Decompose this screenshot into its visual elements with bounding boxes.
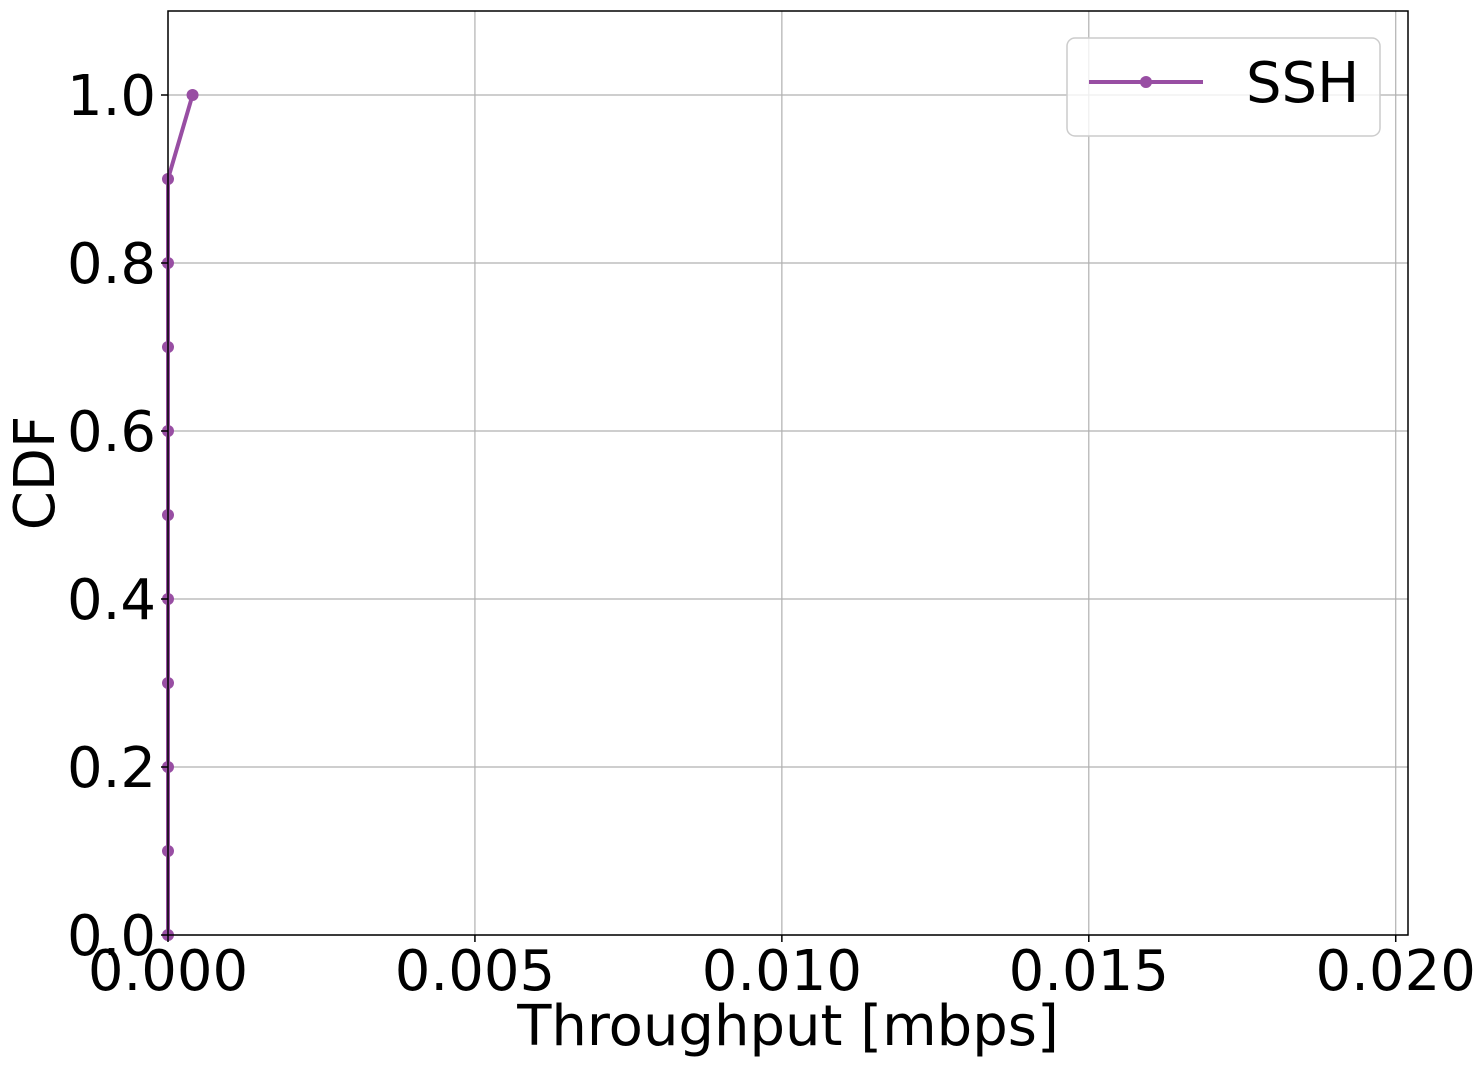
legend-box: [1066, 37, 1381, 137]
x-axis-label: Throughput [mbps]: [516, 994, 1059, 1059]
x-tick-label: 0.015: [1009, 939, 1169, 1004]
y-tick-label: 1.0: [67, 64, 156, 129]
y-tick-label: 0.0: [67, 904, 156, 969]
legend-marker-ssh: [1140, 76, 1152, 88]
ticks: 0.000 0.005 0.010 0.015 0.020 0.0 0.2 0.4 0.6 0.8…: [67, 64, 1476, 1004]
y-tick-label: 0.4: [67, 568, 156, 633]
plot-frame: [167, 10, 1409, 936]
y-axis-label: CDF: [3, 416, 68, 530]
legend-label-ssh: SSH: [1246, 51, 1359, 116]
grid: [167, 11, 1408, 936]
legend: SSH: [1066, 37, 1381, 137]
y-tick-label: 0.2: [67, 736, 156, 801]
data-point: [186, 89, 199, 101]
x-tick-label: 0.010: [702, 939, 862, 1004]
x-tick-label: 0.000: [88, 939, 248, 1004]
y-tick-label: 0.8: [67, 232, 156, 297]
x-tick-label: 0.005: [395, 939, 555, 1004]
x-tick-label: 0.020: [1316, 939, 1476, 1004]
y-tick-label: 0.6: [67, 400, 156, 465]
